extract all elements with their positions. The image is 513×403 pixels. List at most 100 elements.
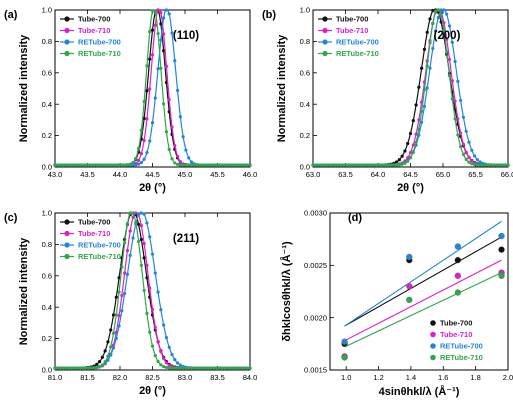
y-axis-title: Normalized intensity <box>18 34 30 142</box>
panel-label: (b) <box>262 9 276 21</box>
data-point-retube-710 <box>72 163 77 167</box>
data-point-tube-700 <box>117 276 121 280</box>
data-point-retube-710 <box>367 163 371 167</box>
x-tick-label: 44.5 <box>145 170 160 179</box>
data-point-tube-710 <box>134 211 138 215</box>
series-retube-710 <box>53 9 252 167</box>
data-point-retube-710 <box>242 366 247 370</box>
panel-label: (c) <box>4 212 18 224</box>
data-point-retube-710 <box>439 13 443 17</box>
data-point-retube-710 <box>369 163 374 167</box>
data-point-retube-710 <box>375 163 379 167</box>
data-point-retube-710 <box>181 163 185 167</box>
data-point-retube-710 <box>475 163 479 167</box>
miller-index: (110) <box>173 30 199 42</box>
x-tick-label: 44.0 <box>113 170 128 179</box>
legend-marker <box>64 253 70 260</box>
y-tick-label: 1.0 <box>42 6 52 15</box>
data-point-retube-710 <box>175 366 180 370</box>
data-point-retube-710 <box>350 163 354 167</box>
data-point-retube-710 <box>136 239 141 244</box>
data-point-retube-700 <box>153 271 157 275</box>
series-retube-700 <box>341 220 505 345</box>
x-tick-label: 83.0 <box>178 373 193 382</box>
data-point-retube-710 <box>203 366 208 370</box>
data-point-tube-700 <box>397 158 401 162</box>
data-point-retube-710 <box>75 163 79 167</box>
data-point-retube-710 <box>400 162 404 166</box>
data-point-retube-710 <box>89 366 93 370</box>
legend-marker <box>322 50 328 57</box>
data-point-retube-710 <box>500 163 505 167</box>
data-point-retube-710 <box>114 313 118 317</box>
fit-line-retube-700 <box>344 220 502 327</box>
y-tick-label: 0.6 <box>42 68 52 77</box>
data-point-retube-700 <box>422 104 427 108</box>
data-point-retube-710 <box>431 21 435 26</box>
data-point-tube-710 <box>167 97 171 102</box>
series-retube-710 <box>311 8 510 167</box>
data-point-retube-710 <box>422 88 427 92</box>
data-point-tube-710 <box>142 241 146 246</box>
data-point-retube-710 <box>228 163 233 167</box>
data-point-retube-700 <box>111 346 116 350</box>
data-point-retube-710 <box>228 366 233 370</box>
data-point-tube-700 <box>498 246 505 253</box>
data-point-retube-710 <box>58 366 63 370</box>
data-point-tube-700 <box>162 49 166 53</box>
data-point-retube-700 <box>498 232 505 240</box>
x-tick-label: 1.6 <box>438 373 448 382</box>
legend-label: Tube-710 <box>440 330 472 339</box>
data-point-retube-700 <box>475 158 479 162</box>
legend-label: Tube-700 <box>336 15 368 24</box>
y-tick-label: 0.0 <box>42 366 52 375</box>
data-point-retube-700 <box>167 345 171 349</box>
data-point-retube-700 <box>156 290 160 294</box>
data-point-retube-710 <box>392 163 396 167</box>
data-point-retube-700 <box>178 363 182 367</box>
x-tick-label: 46.0 <box>243 170 258 179</box>
miller-index: (211) <box>173 233 199 245</box>
data-point-retube-710 <box>64 366 68 370</box>
data-point-retube-700 <box>187 156 191 160</box>
legend-label: RETube-700 <box>78 38 121 47</box>
data-point-retube-710 <box>111 331 116 335</box>
data-point-retube-710 <box>358 163 362 167</box>
data-point-retube-710 <box>134 156 138 160</box>
legend-label: Tube-700 <box>78 15 110 24</box>
data-point-retube-700 <box>139 161 143 165</box>
data-point-retube-710 <box>67 163 71 167</box>
data-point-retube-710 <box>173 161 177 165</box>
data-point-retube-710 <box>61 366 65 370</box>
data-point-retube-710 <box>336 163 340 167</box>
data-point-retube-710 <box>495 163 499 167</box>
data-point-retube-710 <box>167 366 171 370</box>
data-point-tube-700 <box>425 30 429 34</box>
data-point-retube-710 <box>383 163 388 167</box>
data-point-tube-700 <box>103 349 107 353</box>
data-point-retube-710 <box>450 97 454 101</box>
data-point-retube-700 <box>184 148 188 152</box>
x-tick-label: 82.5 <box>145 373 160 382</box>
x-tick-label: 43.0 <box>48 170 63 179</box>
data-point-retube-710 <box>136 146 141 151</box>
data-point-retube-710 <box>84 366 88 370</box>
data-point-tube-700 <box>414 103 418 107</box>
data-point-tube-700 <box>148 57 152 61</box>
data-point-retube-710 <box>89 163 93 167</box>
data-point-retube-710 <box>142 100 146 104</box>
x-axis-title: 2θ (°) <box>139 385 166 397</box>
data-point-retube-710 <box>187 366 191 370</box>
data-point-tube-700 <box>95 362 99 366</box>
x-tick-label: 82.0 <box>113 373 128 382</box>
data-point-retube-710 <box>162 365 166 369</box>
data-point-retube-710 <box>134 220 138 225</box>
data-point-retube-700 <box>453 59 457 64</box>
x-tick-label: 81.5 <box>80 373 95 382</box>
data-point-retube-710 <box>142 288 146 293</box>
data-point-retube-710 <box>100 363 104 367</box>
data-point-retube-700 <box>464 129 468 133</box>
data-point-tube-700 <box>411 119 415 123</box>
data-point-retube-710 <box>361 163 365 167</box>
data-point-retube-710 <box>131 161 135 165</box>
